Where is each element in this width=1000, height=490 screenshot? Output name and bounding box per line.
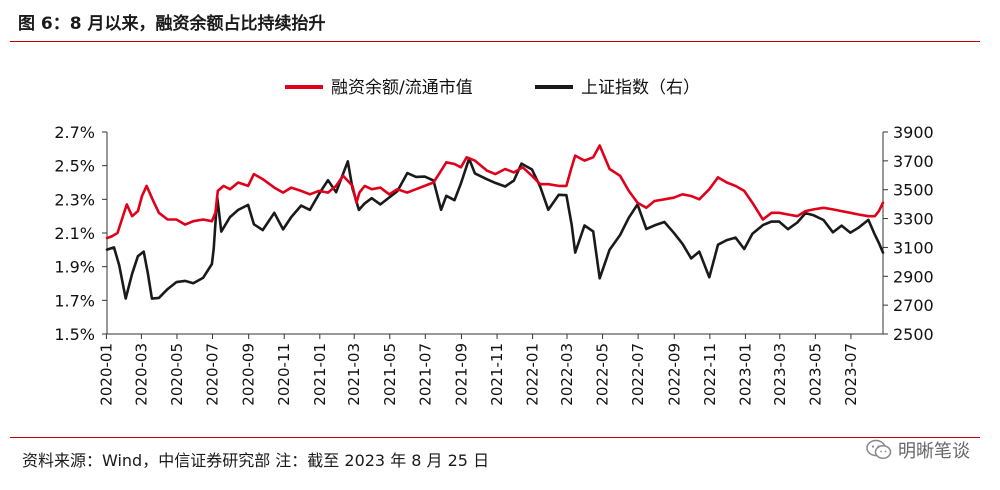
watermark: 明晰笔谈 [866, 437, 970, 463]
right-tick-label: 2900 [893, 267, 934, 286]
legend-label: 融资余额/流通市值 [331, 78, 473, 98]
left-tick-label: 2.7% [54, 123, 95, 142]
footer-rule [10, 437, 980, 438]
right-tick-label: 3700 [893, 152, 934, 171]
left-tick-label: 2.5% [54, 157, 95, 176]
x-tick-label: 2021-11 [488, 343, 506, 406]
left-tick-label: 2.3% [54, 190, 95, 209]
x-tick-label: 2022-09 [665, 343, 683, 406]
left-tick-label: 1.5% [54, 325, 95, 344]
right-tick-label: 3300 [893, 210, 934, 229]
x-tick-label: 2023-07 [842, 343, 860, 406]
legend: 融资余额/流通市值 上证指数（右） [285, 78, 700, 98]
wechat-icon [866, 439, 892, 460]
right-tick-label: 2700 [893, 296, 934, 315]
series-layer [105, 144, 885, 300]
x-tick-label: 2021-01 [311, 343, 329, 406]
series-line [105, 157, 885, 300]
figure-title: 图 6：8 月以来，融资余额占比持续抬升 [18, 14, 326, 34]
x-tick-label: 2020-07 [204, 343, 222, 406]
watermark-text: 明晰笔谈 [898, 441, 970, 462]
x-tick-label: 2022-11 [701, 343, 719, 406]
x-tick-label: 2020-03 [132, 343, 150, 406]
left-tick-label: 1.9% [54, 258, 95, 277]
x-tick-label: 2021-03 [345, 343, 363, 406]
title-rule [10, 41, 980, 42]
x-tick-label: 2023-01 [736, 343, 754, 406]
line-chart: 融资余额/流通市值 上证指数（右） 1.5% 1.7% 1.9% 2.1% 2.3% 2.5… [54, 78, 933, 406]
x-tick-label: 2021-09 [452, 343, 470, 406]
x-tick-label: 2022-01 [524, 343, 542, 406]
x-tick-label: 2020-05 [168, 343, 186, 406]
source-note: 资料来源：Wind，中信证券研究部 注：截至 2023 年 8 月 25 日 [22, 451, 490, 470]
right-tick-label: 3100 [893, 238, 934, 257]
x-tick-label: 2022-03 [558, 343, 576, 406]
series-line [105, 144, 885, 240]
x-tick-label: 2020-01 [97, 343, 115, 406]
left-tick-label: 2.1% [54, 224, 95, 243]
x-tick-label: 2023-05 [806, 343, 824, 406]
right-tick-label: 2500 [893, 325, 934, 344]
x-tick-label: 2023-03 [771, 343, 789, 406]
x-tick-label: 2022-05 [594, 343, 612, 406]
x-tick-label: 2021-07 [416, 343, 434, 406]
legend-label: 上证指数（右） [581, 78, 700, 98]
right-tick-label: 3900 [893, 123, 934, 142]
axes: 1.5% 1.7% 1.9% 2.1% 2.3% 2.5% 2.7% 2500 2700 2900… [54, 123, 933, 406]
x-tick-label: 2022-07 [629, 343, 647, 406]
x-tick-label: 2021-05 [381, 343, 399, 406]
right-tick-label: 3500 [893, 181, 934, 200]
x-tick-label: 2020-11 [275, 343, 293, 406]
x-tick-label: 2020-09 [240, 343, 258, 406]
left-tick-label: 1.7% [54, 291, 95, 310]
